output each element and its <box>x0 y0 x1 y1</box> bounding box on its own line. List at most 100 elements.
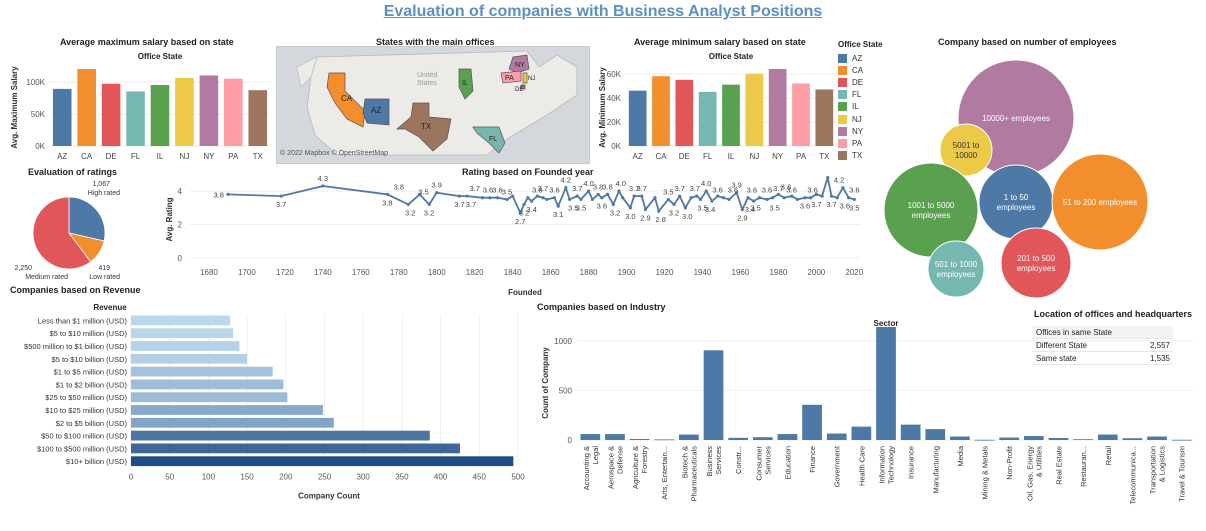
bar <box>77 69 96 146</box>
x-tick-label: Mining & Metals <box>981 446 990 500</box>
bar <box>1122 438 1143 440</box>
bar <box>1023 436 1044 440</box>
map-label-pa: PA <box>505 75 514 82</box>
bar <box>131 430 430 441</box>
x-tick-label: AZ <box>633 152 643 161</box>
rating-line-title: Rating based on Founded year <box>462 167 594 177</box>
data-label: 3.6 <box>786 186 796 195</box>
y-tick-label: 4 <box>178 187 183 196</box>
data-label: 3.6 <box>800 202 810 211</box>
data-label: 3.5 <box>418 187 428 196</box>
x-tick-label: 50 <box>165 473 174 482</box>
x-tick-label: Business <box>705 446 714 477</box>
legend-swatch <box>838 53 847 63</box>
data-label: 3.2 <box>610 208 620 217</box>
x-tick-label: Transportation <box>1149 446 1158 494</box>
bar <box>199 75 219 146</box>
data-point <box>716 194 720 198</box>
y-axis-label: Avg. Rating <box>165 197 174 241</box>
y-tick-label: $5 to $10 million (USD) <box>49 329 127 338</box>
x-tick-label: TX <box>819 152 830 161</box>
data-point <box>672 202 676 207</box>
data-label: 3.6 <box>597 202 607 211</box>
legend-swatch <box>838 138 847 148</box>
y-tick-label: 100K <box>26 78 45 87</box>
x-tick-label: 1720 <box>276 268 294 277</box>
x-tick-label: FL <box>703 152 713 161</box>
data-label: 2.8 <box>655 215 665 224</box>
x-tick-label: 1880 <box>580 268 598 277</box>
data-label: 3.7 <box>811 200 821 209</box>
x-tick-label: 2020 <box>845 268 863 277</box>
ratings-title: Evaluation of ratings <box>28 167 118 177</box>
data-point <box>530 199 534 203</box>
data-point <box>590 197 594 202</box>
data-point <box>653 196 657 200</box>
y-tick-label: $5 to $10 billion (USD) <box>52 355 128 364</box>
data-point <box>465 194 469 198</box>
data-label: 3.5 <box>769 203 779 212</box>
data-point <box>835 196 839 200</box>
legend-item: IL <box>838 101 894 113</box>
x-tick-label: NY <box>772 152 784 161</box>
data-label: 3.2 <box>424 208 434 217</box>
data-point <box>678 194 682 198</box>
x-tick-label: Constr... <box>734 446 743 474</box>
x-tick-label: 150 <box>240 473 254 482</box>
office-state-legend: Office State AZ CA DE FL IL NJ NY PA TX <box>838 40 894 162</box>
data-point <box>435 191 439 195</box>
y-tick-label: 20K <box>607 118 622 127</box>
bar <box>131 379 284 390</box>
legend-label: IL <box>852 102 859 112</box>
revenue-title: Companies based on Revenue <box>10 285 141 295</box>
bar <box>950 436 970 440</box>
location-row-label: Different State <box>1036 340 1087 350</box>
bar <box>131 443 460 454</box>
states-map[interactable]: United States CA AZ TX IL FL NY PA NJ DE <box>276 46 590 164</box>
chart-subtitle: Sector <box>874 319 899 328</box>
legend-item: PA <box>838 137 894 149</box>
data-label: 3.7 <box>466 200 476 209</box>
x-tick-label: NJ <box>749 152 759 161</box>
y-tick-label: Less than $1 million (USD) <box>38 316 128 325</box>
x-tick-label: Agriculture & <box>631 446 640 489</box>
data-point <box>695 194 699 198</box>
bar <box>605 434 625 440</box>
data-point <box>765 197 769 202</box>
rating-line-chart: 0 2 4 1680 1700 1720 1740 1760 1780 1800 1820 1840 1… <box>165 176 864 297</box>
x-tick-label: Finance <box>808 446 817 473</box>
bar <box>698 91 717 146</box>
data-label: 3.8 <box>781 182 791 191</box>
bar <box>248 90 268 146</box>
data-point <box>611 202 615 207</box>
map-label-az: AZ <box>371 106 381 115</box>
location-table: Offices in same State Different State 2,… <box>1033 326 1173 365</box>
data-point <box>829 194 834 198</box>
map-label-il: IL <box>462 80 468 87</box>
bar <box>131 366 273 377</box>
data-label: 4.0 <box>701 179 711 188</box>
data-label: 3.2 <box>669 208 679 217</box>
bar <box>722 84 740 146</box>
bar <box>101 83 121 146</box>
y-tick-label: 60K <box>607 70 622 79</box>
y-tick-label: $2 to $5 billion (USD) <box>56 419 128 428</box>
data-label: 3.2 <box>405 208 415 217</box>
x-tick-label: Real Estate <box>1054 446 1063 485</box>
data-label: 3.9 <box>731 181 741 190</box>
data-label: 3.2 <box>519 208 529 217</box>
location-row-label: Same state <box>1036 353 1077 363</box>
x-tick-label: 1860 <box>542 268 560 277</box>
bar <box>131 405 323 415</box>
data-point <box>689 196 693 200</box>
data-label: 3.8 <box>214 190 224 199</box>
x-tick-label: NY <box>203 152 215 161</box>
data-point <box>605 192 610 196</box>
bubble-label: 5001 to 10000 <box>953 141 980 160</box>
x-tick-label: 100 <box>202 473 216 482</box>
x-tick-label: IL <box>157 152 164 161</box>
data-point <box>704 189 708 193</box>
data-point <box>617 189 621 193</box>
bar <box>652 76 670 146</box>
data-label: 3.8 <box>382 198 392 207</box>
